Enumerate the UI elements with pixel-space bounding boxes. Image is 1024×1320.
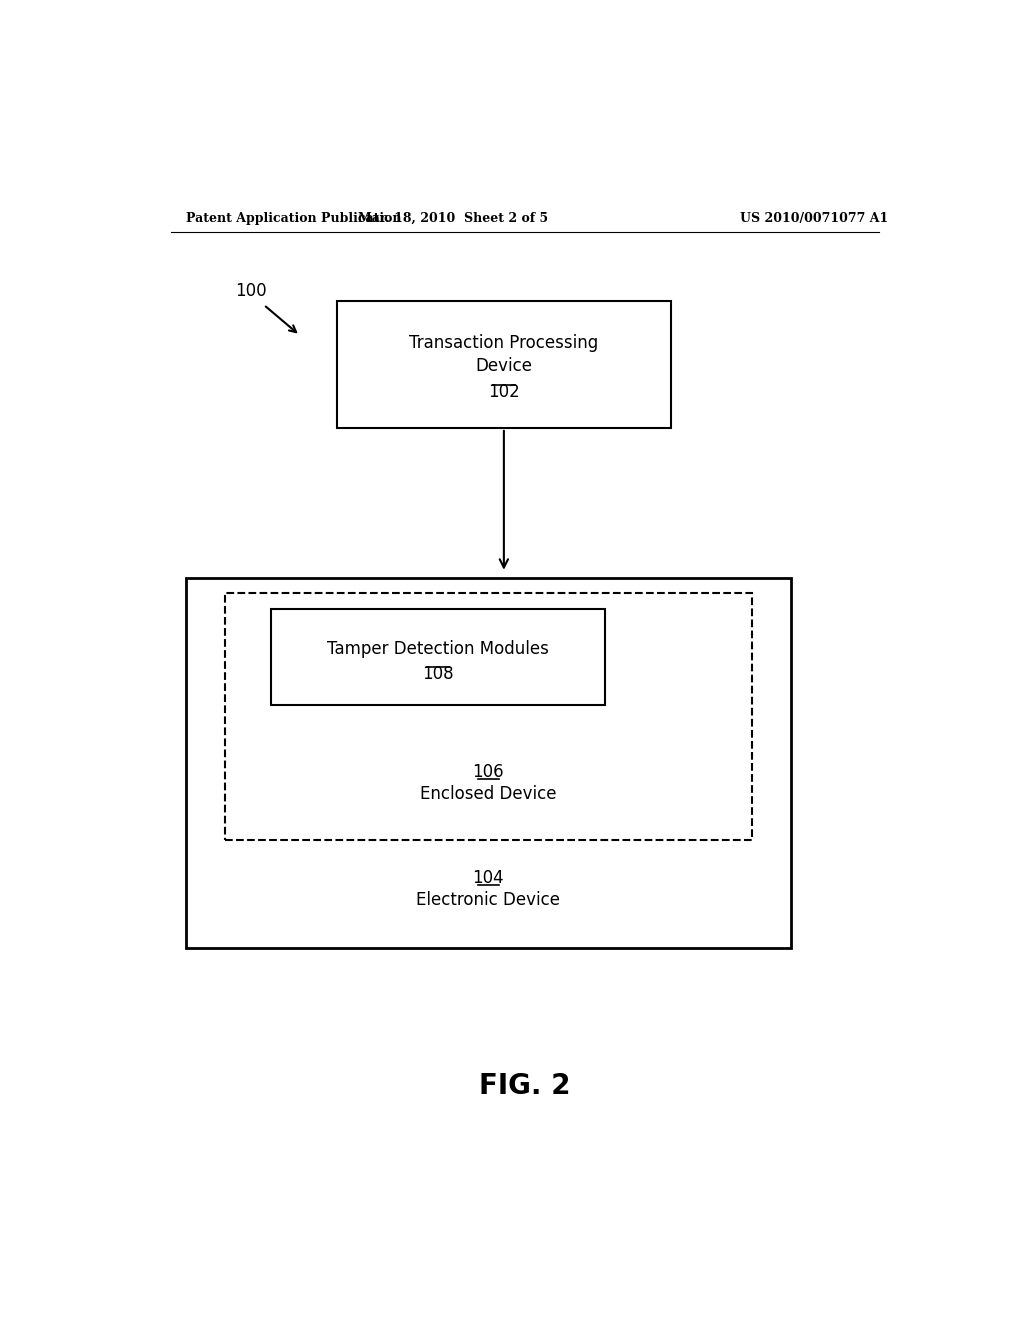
Bar xyxy=(337,301,671,428)
Text: Patent Application Publication: Patent Application Publication xyxy=(186,213,401,224)
Text: 102: 102 xyxy=(488,383,520,401)
Text: 104: 104 xyxy=(472,870,504,887)
Text: Tamper Detection Modules: Tamper Detection Modules xyxy=(327,640,549,657)
Bar xyxy=(186,578,791,948)
Text: 106: 106 xyxy=(472,763,504,781)
Text: 100: 100 xyxy=(234,282,266,300)
Text: Electronic Device: Electronic Device xyxy=(417,891,560,909)
Text: 108: 108 xyxy=(422,664,454,682)
Bar xyxy=(225,594,752,840)
Text: Enclosed Device: Enclosed Device xyxy=(420,784,557,803)
Text: FIG. 2: FIG. 2 xyxy=(479,1072,570,1101)
Bar xyxy=(271,609,604,705)
Text: Mar. 18, 2010  Sheet 2 of 5: Mar. 18, 2010 Sheet 2 of 5 xyxy=(358,213,549,224)
Text: Device: Device xyxy=(475,358,532,375)
Text: US 2010/0071077 A1: US 2010/0071077 A1 xyxy=(740,213,889,224)
Text: Transaction Processing: Transaction Processing xyxy=(410,334,598,352)
